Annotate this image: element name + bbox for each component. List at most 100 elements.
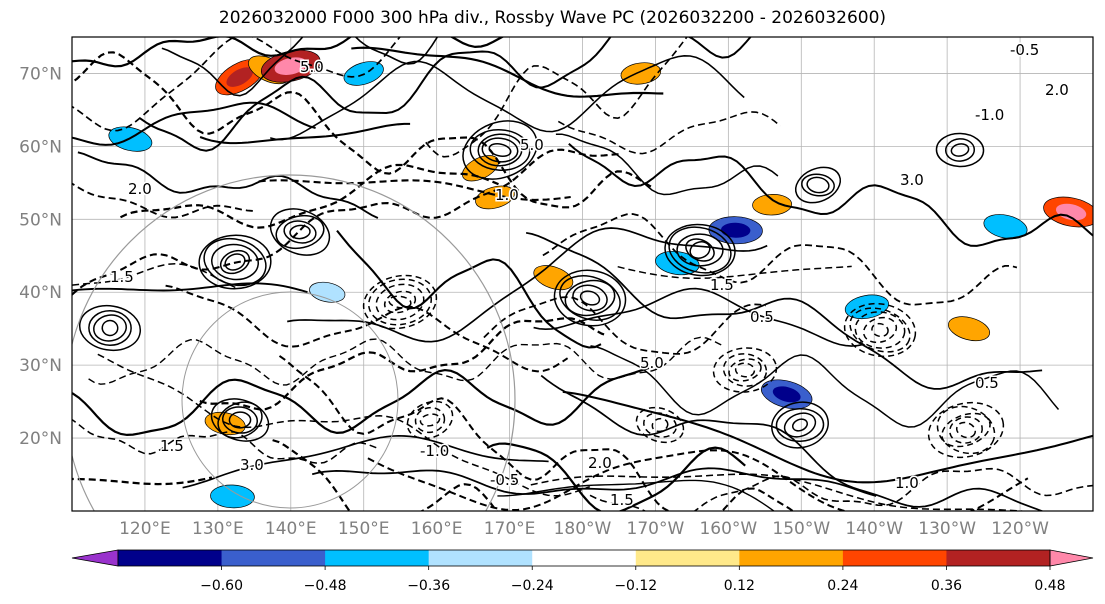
negative-cell-contour [651,417,669,433]
positive-contour [486,442,746,511]
colorbar-tick-label: 0.12 [724,578,755,594]
positive-cell-contour [676,233,724,267]
contour-label: 1.5 [710,276,734,294]
positive-cell-contour [462,120,538,180]
negative-contour [530,473,1030,511]
positive-contour [555,133,779,196]
negative-cell-contour [722,353,768,387]
positive-cell-contour [559,275,621,321]
divergence-fill [948,316,991,342]
negative-contour [72,182,254,219]
latitude-label: 50°N [19,210,62,230]
divergence-fill [620,62,662,85]
positive-cell-contour [771,401,829,449]
positive-cell-contour [783,412,817,438]
positive-contour [72,282,308,294]
negative-cell-contour [362,274,438,330]
positive-cell-contour [792,418,808,432]
contour-label: -1.0 [975,106,1004,124]
positive-cell-contour [269,208,331,256]
longitude-label: 130°E [192,519,244,539]
longitude-label: 140°E [265,519,317,539]
colorbar-tick-label: 0.48 [1034,578,1065,594]
chart-title: 2026032000 F000 300 hPa div., Rossby Wav… [218,8,887,28]
positive-contour [199,122,411,145]
contour-label: 0.5 [975,374,999,392]
positive-cell-contour [668,226,732,274]
negative-cell-contour [734,362,756,378]
negative-cell-contour [388,295,412,309]
positive-cell-contour [806,176,830,194]
colorbar-tick-label: 0.36 [931,578,962,594]
contour-label: 3.0 [240,456,264,474]
negative-contour [72,263,236,289]
contour-label: 1.5 [110,268,134,286]
contour-label: 2.0 [1045,81,1069,99]
negative-cell-contour [927,401,1005,459]
latitude-label: 30°N [19,356,62,376]
negative-contour [72,51,654,209]
divergence-fill-core [720,222,751,238]
negative-cell-contour [871,322,889,338]
contour-label: -0.5 [1010,41,1039,59]
positive-cell-contour [289,224,311,240]
contour-label: 2.0 [588,454,612,472]
positive-contour [287,227,768,343]
longitude-label: 140°W [845,519,903,539]
contour-label: 1.0 [895,474,919,492]
positive-contour [311,467,877,497]
positive-cell-contour [228,411,252,429]
positive-cell-contour [944,138,976,162]
negative-cell-contour [368,278,432,326]
longitude-label: 150°E [338,519,390,539]
positive-cell-contour [78,304,142,352]
map-frame [71,36,1094,512]
positive-contour [497,479,775,511]
positive-contour [139,37,752,152]
colorbar-tick-label: −0.12 [614,578,657,594]
negative-cell-contour [936,405,996,455]
longitude-label: 120°E [119,519,171,539]
negative-cell-contour [414,406,446,434]
contour-label: 1.5 [610,491,634,509]
colorbar: −0.60 −0.48 −0.36 −0.24 −0.12 0.12 0.24 0.36 0.4… [71,549,1094,594]
positive-contour [77,151,379,219]
colorbar-tick-label: −0.48 [304,578,347,594]
positive-contour [351,46,664,98]
longitude-labels: 120°E 130°E 140°E 150°E 160°E 170°E 180°W 170°W… [119,519,1049,539]
positive-cell-contour [198,234,272,290]
divergence-fill-core [772,386,801,403]
negative-cell-contour [955,421,977,439]
positive-cell-contour [775,408,825,442]
negative-contour [617,265,852,280]
positive-contour [568,142,1093,247]
projection-circle [72,174,516,511]
colorbar-tick-label: −0.60 [200,578,243,594]
colorbar-frame [117,549,1051,567]
negative-cell-contour [635,406,685,444]
positive-contour [161,37,439,97]
negative-contour [72,148,622,297]
positive-cell-contour [579,290,601,306]
contour-label: 1.5 [160,437,184,455]
colorbar-extend-min [71,549,119,567]
negative-contour [278,355,795,511]
latitude-label: 70°N [19,64,62,84]
negative-cell-contour [375,283,425,321]
positive-cell-contour [572,284,608,312]
longitude-label: 160°E [411,519,463,539]
positive-cell-contour [211,243,259,281]
positive-cell-contour [794,166,842,204]
positive-cell-contour [685,238,715,262]
contour-label: 1.0 [495,186,519,204]
negative-cell-contour [849,307,911,353]
negative-cell-contour [843,302,917,358]
latitude-labels: 20°N 30°N 40°N 50°N 60°N 70°N [19,64,62,449]
negative-contour [199,317,609,411]
positive-contour [562,390,1093,484]
positive-cell-contour [469,129,531,171]
negative-cell-contour [862,316,898,344]
negative-contour [557,111,781,155]
negative-cell-contour [854,311,906,349]
longitude-label: 150°W [772,519,830,539]
